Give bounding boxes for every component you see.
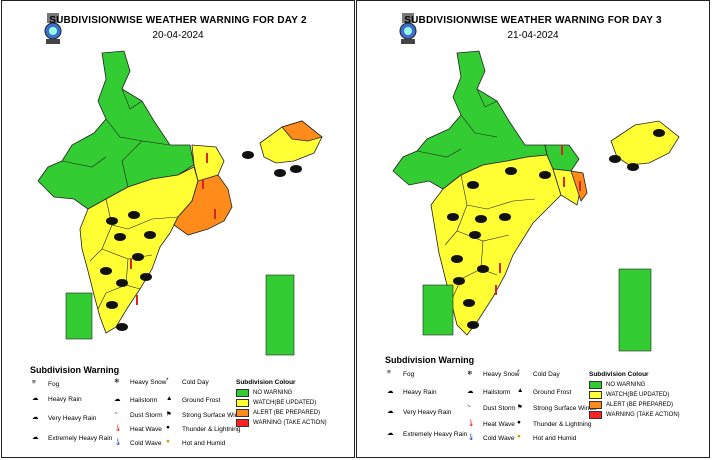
imd-emblem-icon [44,13,62,44]
ground-frost-icon: ▲ [517,387,524,394]
swatch-no-warning [236,389,249,397]
colour-watch: WATCH(BE UPDATED) [589,391,669,399]
heavy-rain-icon: ☁ [32,395,39,402]
colour-heading: Subdivision Colour [236,379,296,386]
legend-extremely-heavy-rain: ☁ Extremely Heavy Rain [387,430,468,438]
wind-icon: ⚑ [517,404,523,411]
ground-frost-icon: ▲ [166,395,173,402]
cold-day-icon: * [166,377,169,384]
day3-panel: SUBDIVISIONWISE WEATHER WARNING FOR DAY … [356,0,710,458]
legend-cold-day: * Cold Day [166,377,209,386]
swatch-warning [589,411,602,419]
legend-hailstorm: ☁ Hailstorm [114,396,158,404]
lakshadweep-box [65,292,93,340]
hot-humid-icon: ● [166,438,170,445]
legend-hot-humid: ● Hot and Humid [517,433,577,442]
fog-icon: ≡ [387,369,391,376]
fog-icon: ≡ [32,379,36,386]
legend-heavy-rain: ☁ Heavy Rain [387,388,437,396]
colour-no-warning: NO WARNING [236,389,292,397]
very-heavy-rain-icon: ☁ [387,408,394,415]
thunder-markers [100,151,302,331]
dust-storm-icon: ~ [467,403,471,410]
northeast-region [610,120,680,166]
andaman-box [265,274,295,356]
india-warning-map [37,50,323,356]
map-title: SUBDIVISIONWISE WEATHER WARNING FOR DAY … [49,15,307,26]
colour-warning: WARNING (TAKE ACTION) [589,411,680,419]
colour-heading: Subdivision Colour [589,371,649,378]
extremely-heavy-rain-icon: ☁ [387,430,394,437]
dust-storm-icon: ~ [114,410,118,417]
hot-humid-icon: ● [517,433,521,440]
india-warning-map [392,50,680,352]
heat-wave-icon: 🌡 [467,420,476,427]
thunder-icon: ● [517,419,521,426]
swatch-no-warning [589,381,602,389]
legend-very-heavy-rain: ☁ Very Heavy Rain [387,408,452,416]
legend-heading: Subdivision Warning [30,365,120,375]
legend-extremely-heavy-rain: ☁ Extremely Heavy Rain [32,434,113,442]
legend-ground-frost: ▲ Ground Frost [517,387,572,396]
colour-alert: ALERT (BE PREPARED) [236,409,320,417]
day2-panel: SUBDIVISIONWISE WEATHER WARNING FOR DAY … [1,0,355,458]
map-date: 20-04-2024 [152,30,204,41]
legend-fog: ≡ Fog [32,379,60,388]
legend-strong-surface-winds: ⚑ Strong Surface Winds [517,404,597,412]
northeast-orange-region [281,120,323,142]
map-title: SUBDIVISIONWISE WEATHER WARNING FOR DAY … [404,15,662,26]
hailstorm-icon: ☁ [467,388,474,395]
legend-heavy-snow: ❄ Heavy Snow [467,370,520,378]
legend-heat-wave: 🌡 Heat Wave [467,420,515,428]
legend-cold-wave: 🌡 Cold Wave [114,439,162,447]
legend-cold-wave: 🌡 Cold Wave [467,434,515,442]
wind-icon: ⚑ [166,411,172,418]
swatch-warning [236,419,249,427]
legend-ground-frost: ▲ Ground Frost [166,395,221,404]
legend-fog: ≡ Fog [387,369,415,378]
swatch-watch [236,399,249,407]
colour-watch: WATCH(BE UPDATED) [236,399,316,407]
heavy-snow-icon: ❄ [114,378,120,385]
colour-no-warning: NO WARNING [589,381,645,389]
legend-cold-day: * Cold Day [517,369,560,378]
legend-strong-surface-winds: ⚑ Strong Surface Winds [166,411,246,419]
legend-thunder-lightning: ● Thunder & Lightning [517,419,592,428]
swatch-alert [589,401,602,409]
colour-warning: WARNING (TAKE ACTION) [236,419,327,427]
colour-alert: ALERT (BE PREPARED) [589,401,673,409]
central-yellow-region [430,154,562,336]
heavy-rain-icon: ☁ [387,388,394,395]
legend-thunder-lightning: ● Thunder & Lightning [166,424,241,433]
legend-hot-humid: ● Hot and Humid [166,438,226,447]
lakshadweep-box [422,284,454,336]
swatch-watch [589,391,602,399]
heat-wave-markers [130,153,216,305]
legend-dust-storm: ~ Dust Storm [114,410,163,419]
legend-very-heavy-rain: ☁ Very Heavy Rain [32,414,97,422]
cold-wave-icon: 🌡 [467,434,476,441]
legend-heat-wave: 🌡 Heat Wave [114,425,162,433]
extremely-heavy-rain-icon: ☁ [32,434,39,441]
map-date: 21-04-2024 [507,30,559,41]
very-heavy-rain-icon: ☁ [32,414,39,421]
cold-wave-icon: 🌡 [114,439,123,446]
imd-emblem-icon [399,13,417,44]
legend-hailstorm: ☁ Hailstorm [467,388,511,396]
legend-heavy-rain: ☁ Heavy Rain [32,395,82,403]
thunder-markers [447,129,665,329]
legend-heading: Subdivision Warning [385,355,475,365]
legend-heavy-snow: ❄ Heavy Snow [114,378,167,386]
legend-dust-storm: ~ Dust Storm [467,403,516,412]
heavy-snow-icon: ❄ [467,370,473,377]
heat-wave-markers [495,145,581,295]
hailstorm-icon: ☁ [114,396,121,403]
andaman-box [618,268,652,352]
east-orange-region [173,174,233,236]
heat-wave-icon: 🌡 [114,425,123,432]
cold-day-icon: * [517,369,520,376]
thunder-icon: ● [166,424,170,431]
swatch-alert [236,409,249,417]
